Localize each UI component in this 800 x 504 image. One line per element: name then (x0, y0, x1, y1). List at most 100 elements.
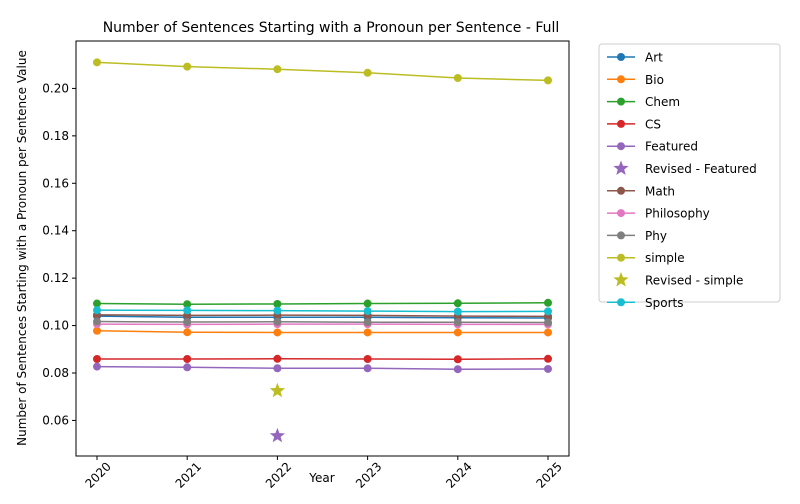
data-point (93, 363, 101, 371)
series-line (97, 303, 548, 304)
y-tick-label: 0.06 (42, 413, 69, 427)
data-point (364, 69, 372, 77)
series-line (97, 367, 548, 370)
y-tick-label: 0.20 (42, 81, 69, 95)
series-line (97, 315, 548, 316)
data-point (364, 307, 372, 315)
legend-label: Sports (645, 296, 683, 310)
y-tick-label: 0.12 (42, 271, 69, 285)
x-tick-label: 2025 (533, 459, 564, 490)
legend-marker (617, 231, 625, 239)
data-point (93, 306, 101, 314)
data-point (364, 364, 372, 372)
data-point (454, 299, 462, 307)
series-line (97, 310, 548, 311)
series-line (97, 322, 548, 323)
legend-marker (617, 187, 625, 195)
data-point-star (270, 428, 285, 442)
data-point-star (270, 383, 285, 397)
y-axis-label: Number of Sentences Starting with a Pron… (15, 50, 29, 446)
y-tick-label: 0.10 (42, 319, 69, 333)
data-point (273, 364, 281, 372)
y-tick-label: 0.08 (42, 366, 69, 380)
series-bio (93, 327, 552, 337)
series-simple (93, 58, 552, 84)
legend: Art Bio Chem CS Featured Revised - Featured Ma… (599, 44, 780, 310)
y-tick-label: 0.18 (42, 129, 69, 143)
legend-label: Phy (645, 229, 667, 243)
data-point (544, 328, 552, 336)
series-line (97, 62, 548, 80)
data-point (364, 318, 372, 326)
legend-marker (617, 53, 625, 61)
legend-marker (617, 209, 625, 217)
series-layer (93, 58, 552, 442)
data-point (454, 328, 462, 336)
data-point (183, 63, 191, 71)
legend-marker (617, 298, 625, 306)
legend-label: Math (645, 184, 675, 198)
data-point (544, 355, 552, 363)
data-point (183, 328, 191, 336)
data-point (273, 307, 281, 315)
series-line (97, 331, 548, 333)
data-point (273, 328, 281, 336)
data-point (183, 355, 191, 363)
x-tick-label: 2020 (82, 459, 113, 490)
data-point (544, 76, 552, 84)
series-math (93, 311, 552, 320)
series-revised-featured (270, 428, 285, 442)
legend-marker (617, 98, 625, 106)
series-sports (93, 306, 552, 315)
data-point (454, 318, 462, 326)
legend-label: Revised - Featured (645, 162, 757, 176)
data-point (544, 307, 552, 315)
legend-label: Philosophy (645, 207, 710, 221)
legend-label: Chem (645, 95, 680, 109)
series-art (93, 312, 552, 322)
series-featured (93, 363, 552, 374)
x-tick-label: 2024 (443, 459, 474, 490)
legend-marker (617, 75, 625, 83)
data-point (273, 355, 281, 363)
series-cs (93, 355, 552, 363)
data-point (544, 318, 552, 326)
legend-label: Art (645, 51, 663, 65)
legend-marker (617, 120, 625, 128)
legend-label: Bio (645, 73, 664, 87)
data-point (544, 365, 552, 373)
data-point (273, 318, 281, 326)
data-point (454, 365, 462, 373)
series-revised-simple (270, 383, 285, 397)
plot-area-frame (76, 41, 569, 456)
chart-title: Number of Sentences Starting with a Pron… (103, 20, 560, 36)
data-point (364, 355, 372, 363)
data-point (454, 74, 462, 82)
series-chem (93, 299, 552, 308)
data-point (93, 318, 101, 326)
data-point (364, 300, 372, 308)
legend-marker (617, 142, 625, 150)
data-point (183, 306, 191, 314)
x-tick-label: 2023 (353, 459, 384, 490)
x-tick-label: 2022 (263, 459, 294, 490)
y-tick-label: 0.16 (42, 176, 69, 190)
data-point (183, 318, 191, 326)
data-point (544, 299, 552, 307)
data-point (454, 355, 462, 363)
data-point (93, 355, 101, 363)
legend-marker (617, 254, 625, 262)
x-axis-label: Year (308, 471, 334, 485)
series-phy (93, 318, 552, 327)
legend-label: Featured (645, 140, 698, 154)
data-point (364, 328, 372, 336)
y-tick-label: 0.14 (42, 224, 69, 238)
legend-label: simple (645, 251, 685, 265)
x-tick-label: 2021 (173, 459, 204, 490)
legend-label: CS (645, 117, 661, 131)
legend-label: Revised - simple (645, 274, 743, 288)
data-point (183, 363, 191, 371)
data-point (93, 58, 101, 66)
